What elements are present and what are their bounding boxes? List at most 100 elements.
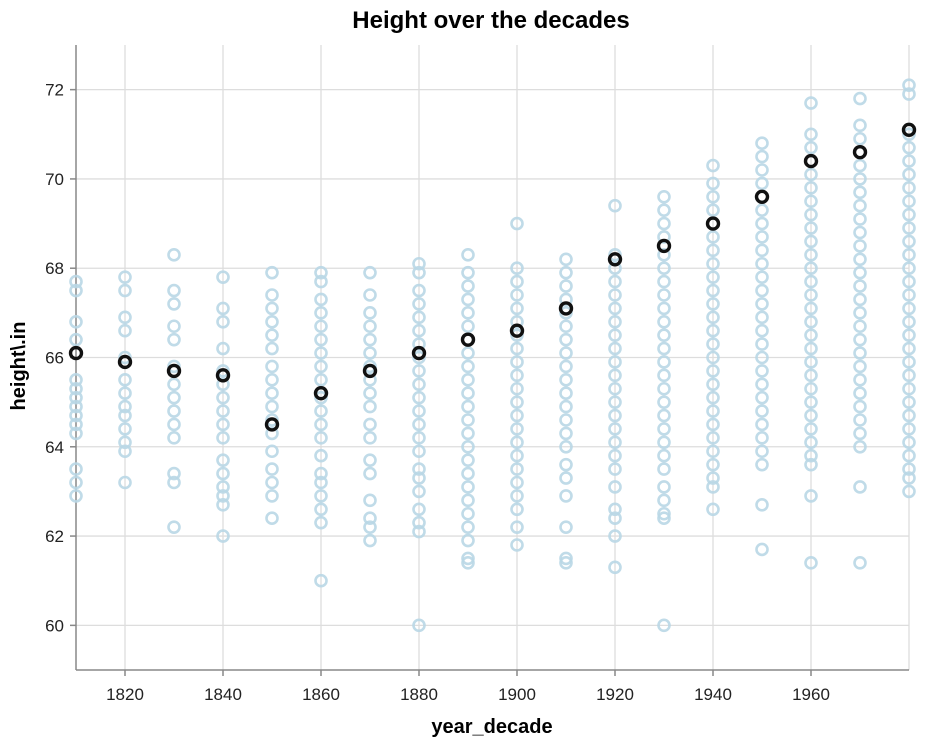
data-point: [461, 556, 475, 570]
data-point: [853, 185, 867, 200]
data-point: [118, 373, 132, 387]
mean-point: [215, 368, 231, 383]
data-point: [804, 181, 818, 195]
data-point: [804, 140, 818, 155]
data-point: [559, 332, 573, 347]
data-point: [461, 386, 475, 401]
data-point: [69, 274, 83, 289]
data-point: [461, 466, 475, 481]
data-point: [314, 515, 328, 530]
data-point: [657, 274, 671, 289]
data-point: [216, 480, 230, 494]
data-point: [902, 288, 916, 302]
data-point: [657, 368, 671, 383]
data-point: [657, 395, 671, 409]
data-point: [902, 234, 916, 249]
data-point: [363, 493, 377, 508]
data-point: [706, 404, 720, 418]
data-point: [216, 498, 230, 512]
data-point: [853, 198, 867, 213]
data-point: [69, 426, 83, 441]
data-point: [559, 359, 573, 374]
data-point: [902, 140, 916, 155]
data-point: [118, 435, 132, 450]
data-point: [69, 332, 83, 347]
data-point: [363, 346, 377, 360]
data-point: [510, 368, 524, 383]
data-point: [363, 466, 377, 481]
data-point: [608, 341, 622, 356]
data-point: [216, 529, 230, 543]
data-point: [118, 475, 132, 490]
data-point: [363, 511, 377, 526]
data-point: [265, 359, 279, 374]
data-point: [314, 573, 328, 588]
data-point: [608, 301, 622, 316]
data-point: [706, 431, 720, 445]
data-point: [461, 533, 475, 548]
data-point: [265, 489, 279, 503]
data-point: [902, 274, 916, 289]
data-point: [412, 364, 426, 378]
x-tick-label: 1880: [400, 685, 438, 704]
x-tick-label: 1960: [792, 685, 830, 704]
data-point: [167, 431, 181, 445]
grid: [76, 45, 910, 670]
data-point: [314, 292, 328, 307]
mean-point: [607, 252, 623, 267]
data-point: [706, 471, 720, 485]
data-point: [902, 301, 916, 316]
data-point: [706, 377, 720, 392]
data-point: [69, 390, 83, 405]
data-point: [755, 350, 769, 365]
data-point: [461, 265, 475, 280]
data-point: [461, 399, 475, 414]
data-point: [363, 319, 377, 334]
data-point: [559, 346, 573, 360]
data-point: [706, 337, 720, 351]
data-point: [314, 332, 328, 347]
data-point: [559, 489, 573, 503]
data-point: [706, 417, 720, 432]
data-point: [902, 78, 916, 92]
data-point: [167, 332, 181, 347]
data-point: [706, 323, 720, 338]
data-point: [510, 288, 524, 302]
data-point: [510, 489, 524, 503]
data-point: [216, 301, 230, 316]
data-point: [804, 167, 818, 182]
y-tick-label: 66: [45, 349, 64, 368]
data-point: [412, 377, 426, 392]
data-point: [804, 96, 818, 110]
data-point: [412, 404, 426, 418]
data-point: [755, 337, 769, 351]
data-point: [755, 216, 769, 231]
data-point: [363, 288, 377, 302]
data-point: [902, 194, 916, 209]
y-tick-label: 62: [45, 527, 64, 546]
data-point: [265, 288, 279, 302]
data-point: [706, 203, 720, 217]
data-point: [118, 386, 132, 401]
data-point: [559, 520, 573, 534]
data-point: [69, 314, 83, 329]
data-point: [118, 270, 132, 284]
data-point: [706, 480, 720, 494]
data-point: [559, 413, 573, 427]
data-point: [657, 341, 671, 356]
data-point: [902, 422, 916, 436]
data-point: [314, 373, 328, 387]
data-point: [461, 493, 475, 508]
data-point: [902, 395, 916, 409]
data-point: [461, 413, 475, 427]
x-tick-label: 1940: [694, 685, 732, 704]
data-point: [510, 261, 524, 276]
data-point: [118, 408, 132, 423]
data-point: [902, 408, 916, 423]
data-point: [314, 431, 328, 445]
data-point: [69, 462, 83, 476]
data-point: [755, 163, 769, 177]
data-point: [167, 404, 181, 418]
data-point: [755, 390, 769, 405]
